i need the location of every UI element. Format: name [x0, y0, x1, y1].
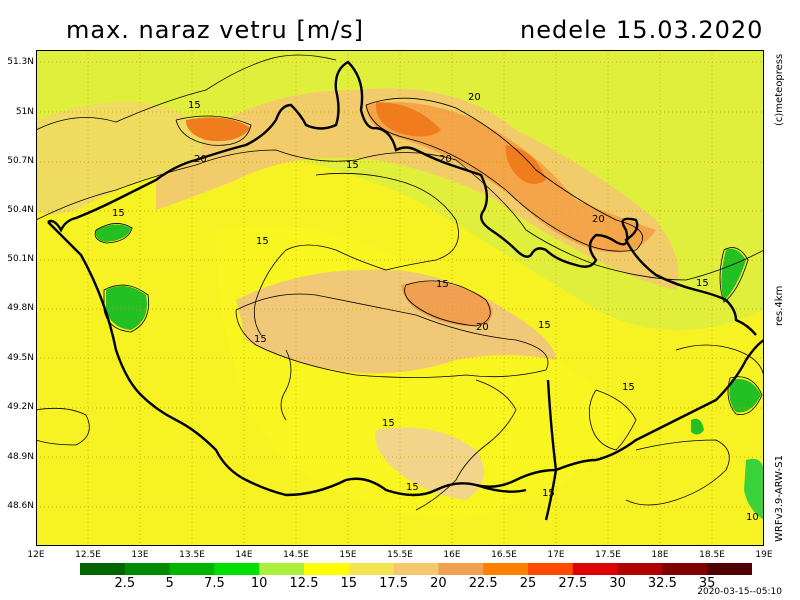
fill-orange-peak-2 — [505, 145, 546, 184]
color-legend — [80, 563, 752, 575]
lon-label: 15.5E — [387, 550, 413, 560]
legend-label: 22.5 — [468, 576, 498, 591]
fill-tan-south — [375, 427, 484, 500]
legend-label: 15 — [340, 576, 358, 591]
contour-label: 20 — [592, 214, 605, 225]
legend-swatch — [617, 563, 663, 575]
contour-label-group: 15 20 20 15 20 15 15 15 20 15 15 20 15 1… — [112, 92, 759, 523]
legend-swatch — [438, 563, 484, 575]
lon-label: 13E — [131, 550, 149, 560]
fill-tan-north — [156, 88, 679, 290]
map-title: max. naraz vetru [m/s] — [66, 16, 365, 44]
contour-label: 20 — [194, 154, 207, 165]
legend-swatch — [304, 563, 350, 575]
contour-label: 20 — [468, 92, 481, 103]
lon-label: 15E — [339, 550, 357, 560]
contour-lines — [36, 54, 764, 511]
legend-label: 12.5 — [289, 576, 319, 591]
contour-label: 15 — [696, 278, 709, 289]
legend-label: 17.5 — [379, 576, 409, 591]
lat-label: 50.7N — [7, 156, 34, 166]
contour-label: 20 — [439, 154, 452, 165]
lat-label: 50.4N — [7, 205, 34, 215]
legend-label: 35 — [698, 576, 716, 591]
lon-label: 14.5E — [283, 550, 309, 560]
contour-label: 15 — [256, 236, 269, 247]
fill-green-east-3 — [744, 458, 764, 520]
fill-orange-1 — [366, 102, 656, 253]
lat-label: 50.1N — [7, 254, 34, 264]
lon-label: 12.5E — [75, 550, 101, 560]
legend-label: 10 — [250, 576, 268, 591]
lat-label: 51N — [15, 107, 34, 117]
contour-label: 15 — [538, 320, 551, 331]
contour-label: 15 — [254, 334, 267, 345]
country-border — [47, 60, 764, 521]
contour-label: 15 — [188, 100, 201, 111]
contour-label: 15 — [406, 482, 419, 493]
fill-orange-central — [401, 281, 493, 327]
legend-swatch — [80, 563, 126, 575]
model-label: WRFv3.9-ARW-S1 — [774, 455, 785, 542]
legend-label: 7.5 — [204, 576, 225, 591]
lon-label: 18.5E — [699, 550, 725, 560]
legend-label: 27.5 — [558, 576, 588, 591]
lat-label: 48.6N — [7, 501, 34, 511]
contour-label: 20 — [476, 322, 489, 333]
legend-label: 30 — [609, 576, 626, 591]
legend-label: 2.5 — [114, 576, 136, 591]
lon-label: 18E — [651, 550, 669, 560]
fill-green-east-2 — [729, 379, 761, 413]
legend-label: 20 — [430, 576, 447, 591]
contour-label: 15 — [436, 279, 449, 290]
lon-label: 12E — [27, 550, 45, 560]
fill-green-west-1 — [95, 224, 131, 242]
legend-swatch — [124, 563, 171, 575]
legend-swatch — [528, 563, 574, 575]
legend-swatch — [169, 563, 215, 575]
legend-swatch — [348, 563, 395, 575]
fill-green-west-2 — [106, 286, 147, 330]
graticule — [36, 50, 764, 546]
contour-label: 15 — [622, 382, 635, 393]
fill-orange-peak-1 — [375, 102, 441, 137]
fill-tan-north-2 — [36, 102, 203, 215]
lat-label: 49.8N — [7, 303, 34, 313]
legend-swatch — [662, 563, 708, 575]
lon-label: 19E — [755, 550, 773, 560]
map-frame — [36, 50, 764, 546]
lat-label: 48.9N — [7, 452, 34, 462]
legend-label: 32.5 — [647, 576, 677, 591]
legend-swatch — [483, 563, 529, 575]
fill-green-east-4 — [691, 418, 704, 435]
lon-label: 14E — [235, 550, 253, 560]
lon-label: 16E — [443, 550, 461, 560]
legend-swatch — [259, 563, 305, 575]
contour-label: 15 — [112, 208, 125, 219]
contour-label: 15 — [542, 488, 555, 499]
legend-swatch — [707, 563, 752, 575]
lat-label: 49.5N — [7, 353, 34, 363]
lon-label: 13.5E — [179, 550, 205, 560]
contour-label: 15 — [346, 160, 359, 171]
lat-label: 49.2N — [7, 402, 34, 412]
lon-label: 17.5E — [595, 550, 621, 560]
lon-label: 16.5E — [491, 550, 517, 560]
lon-label: 17E — [547, 550, 565, 560]
fill-orange-peak-3 — [186, 117, 251, 142]
wind-gust-map: 15 20 20 15 20 15 15 15 20 15 15 20 15 1… — [36, 50, 764, 546]
contour-label: 15 — [382, 418, 395, 429]
map-date: nedele 15.03.2020 — [520, 16, 764, 44]
contour-label: 10 — [746, 512, 759, 523]
copyright-label: (c)meteopress — [774, 53, 785, 126]
legend-swatch — [393, 563, 439, 575]
legend-label: 5 — [165, 576, 174, 591]
timestamp: 2020-03-15--05:10 — [697, 587, 782, 597]
legend-swatch — [572, 563, 619, 575]
lat-label: 51.3N — [7, 57, 34, 67]
legend-label: 25 — [519, 576, 537, 591]
legend-swatch — [214, 563, 260, 575]
resolution-label: res.4km — [774, 285, 785, 326]
